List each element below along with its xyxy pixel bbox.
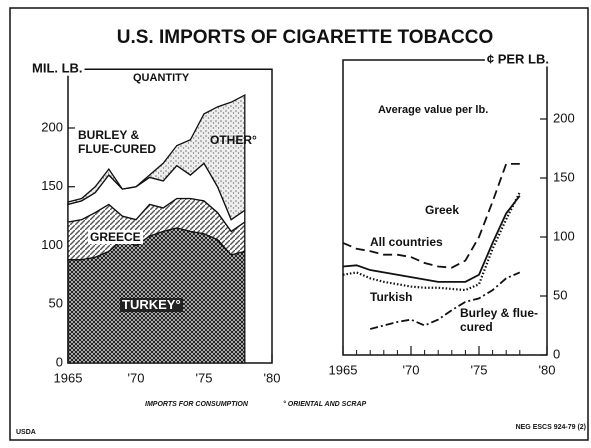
area [67, 94, 246, 221]
plot-frame [342, 59, 548, 356]
series-label-box: GREECE [88, 230, 143, 244]
subtitle: QUANTITY [133, 72, 190, 84]
series-label: Turkish [370, 290, 413, 304]
series-label-box: OTHER° [210, 133, 257, 147]
series-label-box: Greek [425, 203, 460, 217]
x-tick-label: 1965 [329, 362, 358, 377]
series-label-box: Turkish [370, 290, 413, 304]
title: U.S. IMPORTS OF CIGARETTE TOBACCO [117, 27, 494, 48]
footnote: ° ORIENTAL AND SCRAP [283, 400, 367, 408]
neg-number: NEG ESCS 924-79 (2) [516, 424, 586, 431]
series-label: All countries [370, 235, 443, 249]
x-tick-label: 1965 [54, 370, 83, 385]
series-label-box: TURKEY° [120, 297, 183, 312]
line [342, 195, 521, 283]
series-label: Burley & flue-cured [460, 306, 539, 334]
y-tick-label: 150 [553, 169, 575, 184]
subtitle: Average value per lb. [378, 104, 488, 116]
source: USDA [16, 429, 36, 436]
y-axis-label: ¢ PER LB. [487, 51, 549, 66]
y-tick-label: 200 [41, 119, 63, 134]
x-tick-label: '75 [471, 362, 488, 377]
x-tick-label: '70 [128, 370, 145, 385]
x-tick-label: '80 [539, 362, 556, 377]
label-bg [484, 51, 551, 67]
y-tick-label: 200 [553, 110, 575, 125]
y-tick-label: 50 [553, 287, 567, 302]
series-label-box: All countries [370, 235, 443, 249]
series-label-box: Burley & flue-cured [460, 306, 539, 334]
series-label-box: BURLEY & FLUE-CURED [78, 128, 156, 156]
y-tick-label: 0 [553, 346, 560, 361]
label-bg [30, 60, 85, 76]
series-label: TURKEY° [120, 297, 183, 312]
y-tick-label: 100 [41, 237, 63, 252]
y-tick-label: 0 [56, 354, 63, 369]
line [342, 162, 520, 269]
y-tick-label: 150 [41, 178, 63, 193]
x-tick-label: '70 [403, 362, 420, 377]
x-tick-label: '80 [264, 370, 281, 385]
series-label: Greek [425, 203, 460, 217]
y-tick-label: 50 [49, 296, 63, 311]
series-label: OTHER° [210, 133, 257, 147]
frame [9, 7, 589, 441]
y-axis-label: MIL. LB. [32, 61, 83, 76]
x-tick-label: '75 [196, 370, 213, 385]
footnote: IMPORTS FOR CONSUMPTION [145, 401, 249, 408]
y-tick-label: 100 [553, 228, 575, 243]
series-label: GREECE [88, 230, 143, 244]
series-label: BURLEY & FLUE-CURED [78, 128, 156, 156]
